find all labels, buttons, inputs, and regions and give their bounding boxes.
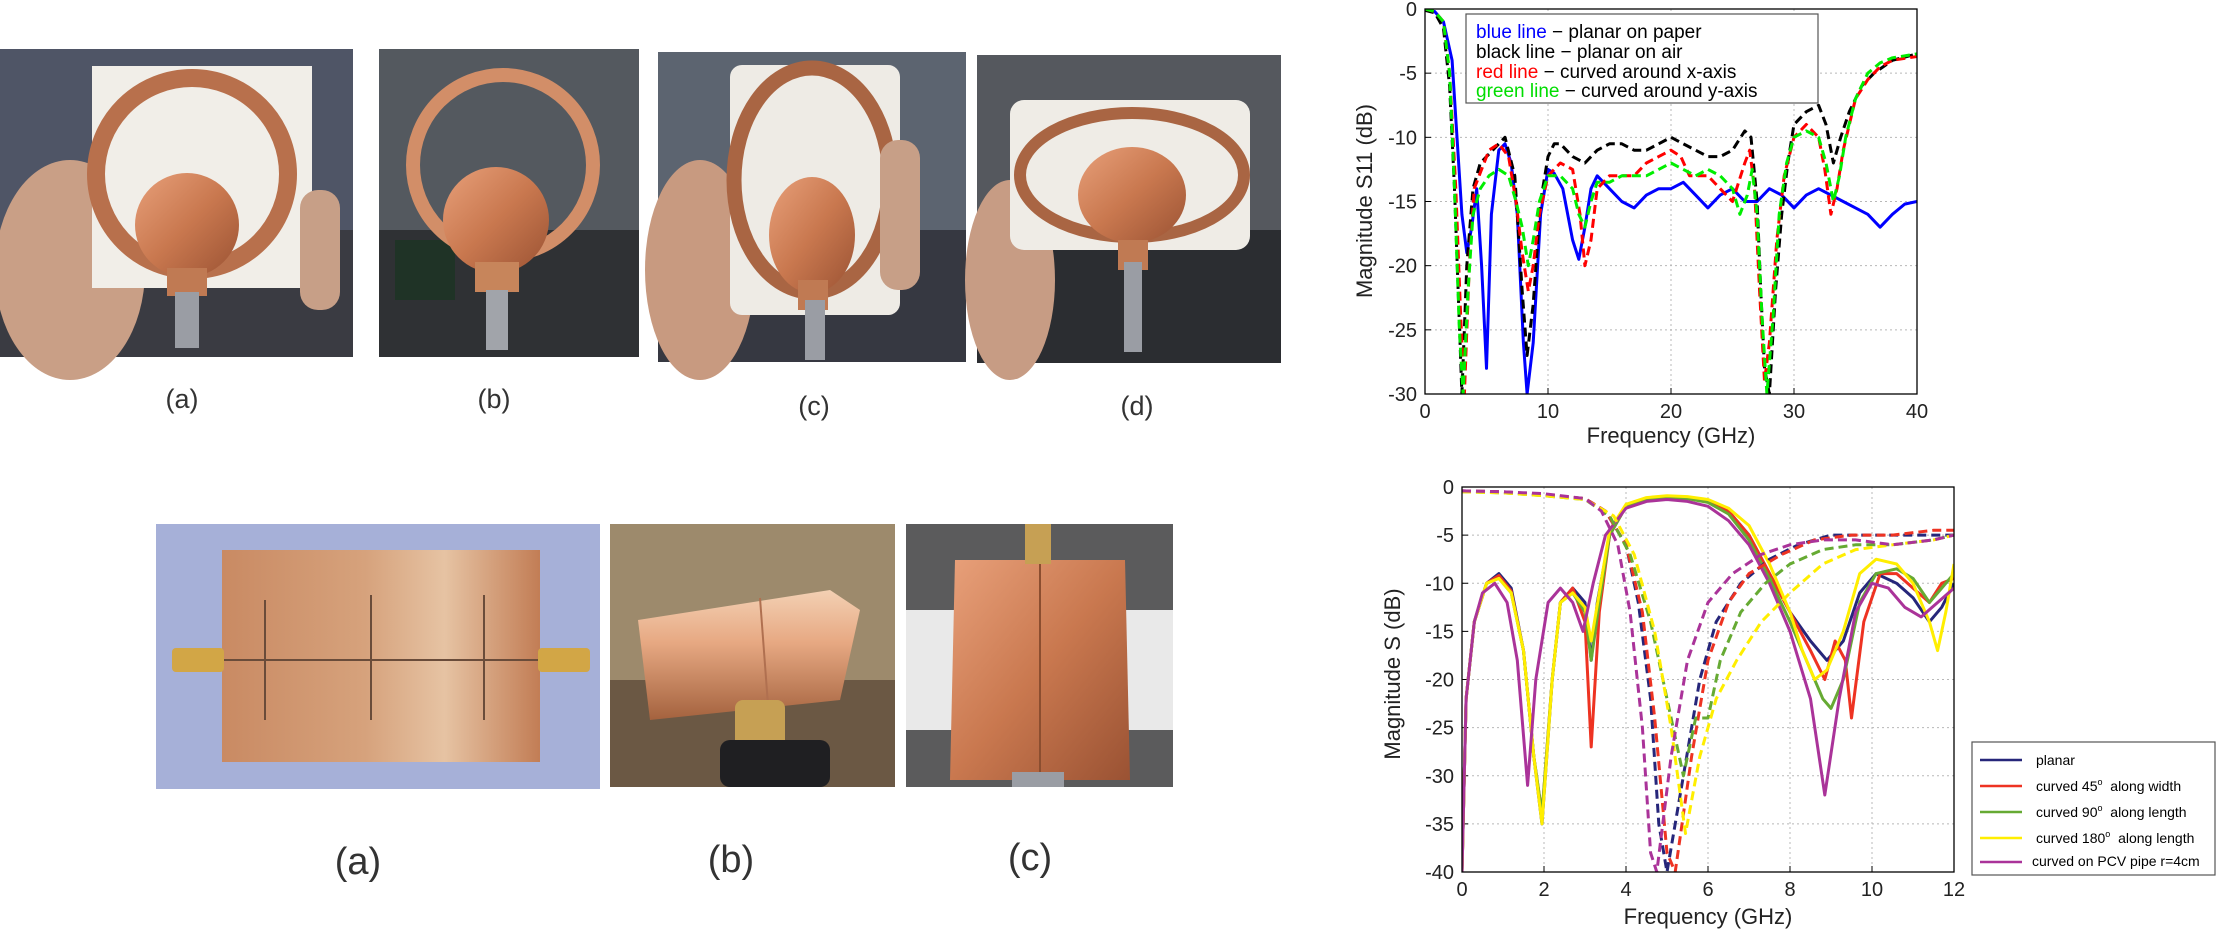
chart1-tick-label-x: 30	[1783, 401, 1805, 423]
caption-top-a: (a)	[166, 384, 199, 414]
chart2-tick-label-x: 0	[1456, 879, 1467, 901]
chart1-y-axis-label: Magnitude S11 (dB)	[1352, 104, 1377, 298]
caption-top-b: (b)	[478, 384, 511, 414]
chart2-tick-label-x: 8	[1784, 879, 1795, 901]
chart2-tick-label-y: -5	[1436, 525, 1454, 547]
chart2-legend-entry-5: curved on PCV pipe r=4cm	[2032, 853, 2200, 869]
chart2-y-axis-label: Magnitude S (dB)	[1380, 588, 1405, 759]
caption-top-d: (d)	[1121, 391, 1154, 421]
chart2-series-curved-180-s21	[1462, 490, 1954, 835]
chart1-tick-label-y: -10	[1388, 127, 1417, 149]
chart2-legend-entry-3: curved 90o along length	[2036, 803, 2187, 820]
chart1-series-group	[1425, 9, 1917, 394]
chart1-legend-box	[1465, 13, 1819, 104]
chart1-legend-entry-1: blue line − planar on paper	[1476, 22, 1702, 43]
chart2-tick-label-y: -10	[1425, 573, 1454, 595]
captions-bottom: (a) (b) (c)	[335, 837, 1052, 883]
chart1-tick-label-y: 0	[1406, 0, 1417, 21]
chart2-x-axis-label: Frequency (GHz)	[1624, 904, 1793, 929]
chart2-legend-entry-1: planar	[2036, 752, 2075, 768]
chart2-legend-box	[1971, 741, 2216, 876]
photo-bottom-b	[610, 524, 895, 787]
chart2-tick-label-y: -35	[1425, 814, 1454, 836]
chart1-tick-label-y: -20	[1388, 256, 1417, 278]
chart1-tick-label-y: -15	[1388, 192, 1417, 214]
chart2-tick-label-x: 4	[1620, 879, 1631, 901]
chart2-axes-frame	[1461, 486, 1955, 873]
chart1-tick-label-x: 10	[1537, 401, 1559, 423]
chart2-legend: planar curved 45o along width curved 90o…	[1971, 741, 2216, 876]
chart1-tick-label-y: -25	[1388, 320, 1417, 342]
chart2-series-group	[1462, 489, 1954, 872]
chart2-tick-label-y: -25	[1425, 718, 1454, 740]
chart-s-parameters-filter: 0 2 4 6 8 10 12 0 -5 -10 -15 -20 -25 -30 -35 -40 Frequen…	[1380, 477, 1965, 929]
captions-top: (a) (b) (c) (d)	[166, 384, 1154, 421]
chart2-series-curved-180-s11	[1462, 494, 1954, 872]
chart1-x-axis-label: Frequency (GHz)	[1587, 423, 1756, 448]
chart2-tick-label-y: -15	[1425, 621, 1454, 643]
chart1-tick-label-x: 40	[1906, 401, 1928, 423]
chart1-tick-label-x: 20	[1660, 401, 1682, 423]
chart2-legend-entry-4: curved 180o along length	[2036, 829, 2194, 846]
chart2-tick-label-y: 0	[1443, 477, 1454, 499]
chart1-series-curved-around-x-axis	[1425, 9, 1917, 394]
chart1-legend: blue line − planar on paper black line −…	[1465, 13, 1819, 104]
photo-bottom-c	[906, 524, 1173, 787]
chart2-series-pcv-pipe-s21	[1462, 489, 1954, 872]
chart2-tick-label-x: 2	[1538, 879, 1549, 901]
chart1-axes-frame	[1424, 8, 1918, 395]
chart1-series-curved-around-y-axis	[1425, 9, 1917, 394]
chart2-tick-label-x: 6	[1702, 879, 1713, 901]
chart1-tick-label-y: -5	[1399, 63, 1417, 85]
chart2-tick-label-x: 10	[1861, 879, 1883, 901]
photo-top-b	[379, 49, 639, 357]
chart1-series-planar-on-air	[1425, 9, 1917, 394]
chart1-tick-label-y: -30	[1388, 384, 1417, 406]
chart2-tick-label-x: 12	[1943, 879, 1965, 901]
chart2-tick-label-y: -30	[1425, 766, 1454, 788]
chart2-tick-label-y: -40	[1425, 862, 1454, 884]
chart2-series-pcv-pipe-s11	[1462, 498, 1954, 872]
caption-bottom-c: (c)	[1008, 837, 1052, 879]
chart2-legend-entry-2: curved 45o along width	[2036, 777, 2181, 794]
chart1-legend-entry-4: green line − curved around y-axis	[1476, 81, 1757, 102]
chart1-legend-entry-2: black line − planar on air	[1476, 42, 1683, 63]
photo-top-a	[0, 49, 353, 380]
chart1-tick-label-x: 0	[1419, 401, 1430, 423]
caption-bottom-a: (a)	[335, 841, 381, 883]
photo-top-d	[965, 55, 1281, 380]
chart2-tick-label-y: -20	[1425, 670, 1454, 692]
photo-top-c	[645, 52, 966, 380]
chart1-legend-entry-3: red line − curved around x-axis	[1476, 62, 1736, 83]
caption-top-c: (c)	[798, 391, 829, 421]
caption-bottom-b: (b)	[708, 839, 754, 881]
photo-bottom-a	[156, 524, 600, 789]
chart1-series-planar-on-paper	[1425, 9, 1917, 394]
